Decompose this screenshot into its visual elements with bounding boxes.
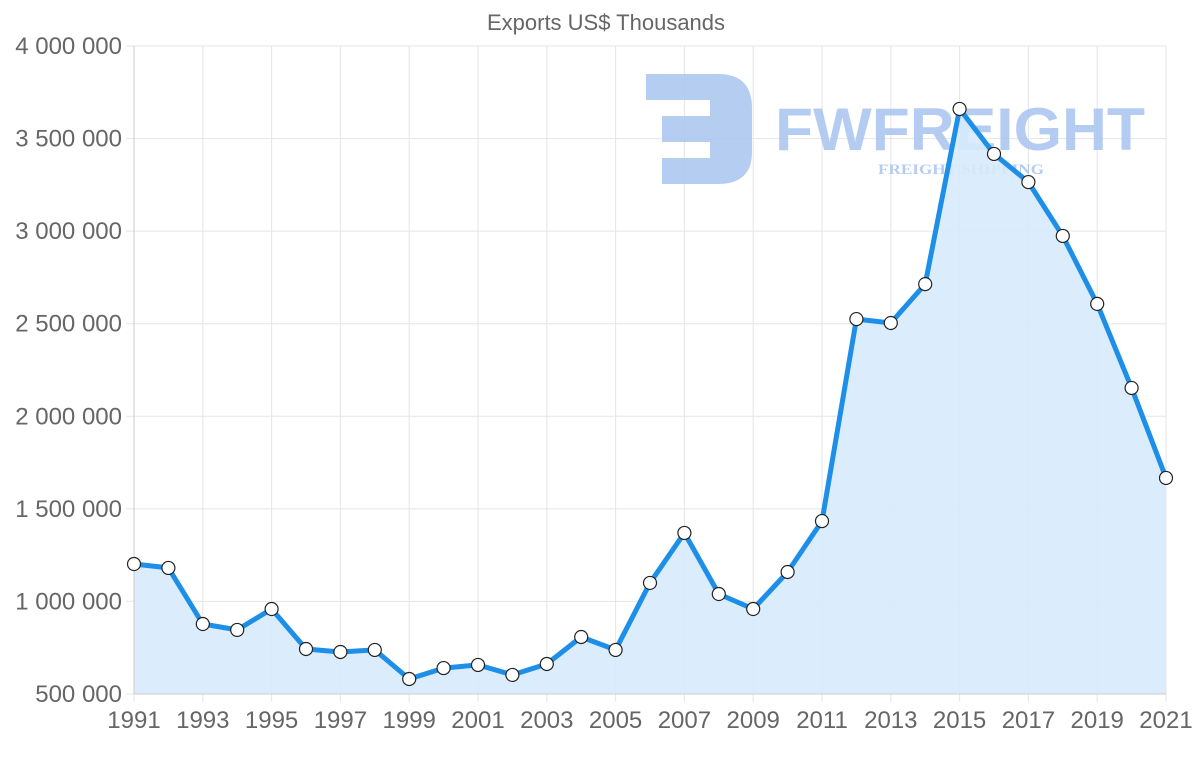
x-tick-label: 2005 [589, 707, 642, 734]
data-point-1999[interactable] [402, 671, 417, 687]
data-point-2009[interactable] [746, 601, 761, 617]
data-point-2019[interactable] [1090, 296, 1105, 312]
data-point-2021[interactable] [1158, 470, 1174, 486]
fwfreight-logo-icon [646, 74, 752, 184]
axes [133, 46, 1166, 695]
data-point-2001[interactable] [470, 657, 486, 673]
x-tick-label: 1997 [314, 707, 367, 734]
data-point-1996[interactable] [298, 641, 314, 657]
data-point-1997[interactable] [333, 644, 348, 660]
area-path [134, 108, 1166, 694]
y-tick-label: 1 500 000 [15, 496, 122, 523]
data-point-1993[interactable] [195, 616, 210, 632]
data-point-2007[interactable] [677, 525, 692, 541]
data-point-2014[interactable] [918, 276, 933, 292]
data-point-2002[interactable] [505, 667, 520, 683]
x-tick-label: 1999 [383, 707, 436, 734]
x-tick-label: 2015 [933, 707, 986, 734]
y-tick-label: 3 500 000 [15, 126, 122, 153]
data-point-2016[interactable] [986, 146, 1002, 162]
data-point-1992[interactable] [161, 560, 176, 576]
x-tick-label: 2019 [1071, 707, 1124, 734]
data-point-2017[interactable] [1021, 174, 1036, 190]
data-point-2004[interactable] [574, 629, 589, 645]
data-point-2013[interactable] [883, 315, 898, 331]
x-tick-label: 2001 [451, 707, 504, 734]
data-point-1995[interactable] [264, 601, 279, 617]
data-point-2008[interactable] [711, 586, 726, 602]
data-point-2015[interactable] [952, 101, 967, 117]
area-fill [134, 108, 1166, 694]
y-tick-label: 2 000 000 [15, 403, 122, 430]
y-tick-label: 4 000 000 [15, 33, 122, 60]
x-tick-label: 2011 [796, 707, 848, 734]
fwfreight-watermark: FWFREIGHT FREIGHT SHIPPING [646, 74, 1145, 184]
x-tick-label: 2007 [658, 707, 711, 734]
data-point-2020[interactable] [1124, 380, 1139, 396]
x-tick-label: 2013 [864, 707, 917, 734]
data-point-2000[interactable] [436, 660, 451, 676]
chart-title: Exports US$ Thousands [487, 10, 725, 35]
x-tick-label: 1995 [245, 707, 298, 734]
data-point-2011[interactable] [814, 513, 830, 529]
data-point-2018[interactable] [1055, 228, 1070, 244]
data-point-2010[interactable] [780, 564, 795, 580]
data-point-1991[interactable] [126, 556, 142, 572]
data-point-1998[interactable] [367, 642, 382, 658]
data-point-2006[interactable] [642, 575, 658, 591]
y-tick-label: 1 000 000 [15, 588, 122, 615]
x-tick-label: 1993 [176, 707, 229, 734]
y-tick-label: 500 000 [35, 681, 122, 708]
y-tick-label: 2 500 000 [15, 311, 122, 338]
data-point-1994[interactable] [230, 622, 245, 638]
x-tick-label: 2021 [1139, 707, 1192, 734]
x-tick-label: 1991 [107, 707, 160, 734]
x-tick-label: 2017 [1002, 707, 1055, 734]
y-tick-label: 3 000 000 [15, 218, 122, 245]
data-point-2005[interactable] [608, 642, 623, 658]
data-points [126, 101, 1174, 687]
x-tick-label: 2003 [520, 707, 573, 734]
x-axis-ticks: 1991 1993 1995 1997 1999 2001 2003 2005 2007 2009… [107, 707, 1192, 734]
x-tick-label: 2009 [727, 707, 780, 734]
data-point-2003[interactable] [539, 656, 554, 672]
y-axis-ticks: 500 000 1 000 000 1 500 000 2 000 000 2 500 … [15, 33, 122, 708]
data-point-2012[interactable] [849, 311, 864, 327]
